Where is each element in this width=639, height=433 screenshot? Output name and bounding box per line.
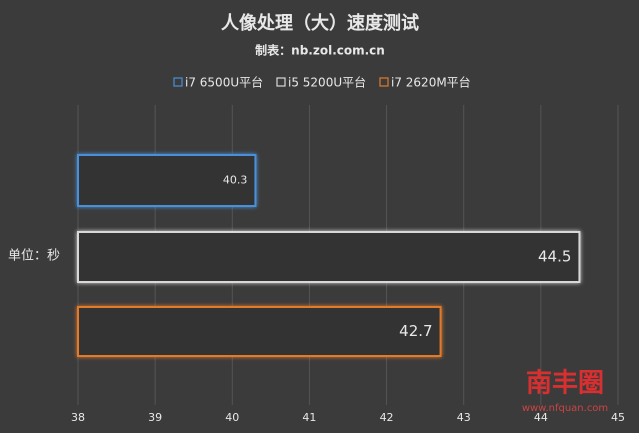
x-tick-label: 44 (534, 411, 548, 424)
value-label: 40.3 (223, 174, 248, 187)
x-tick-label: 43 (457, 411, 471, 424)
legend-label: i5 5200U平台 (288, 75, 366, 90)
legend-marker (173, 77, 183, 87)
bar (77, 154, 257, 207)
value-label: 44.5 (538, 248, 571, 266)
chart-subtitle: 制表：nb.zol.com.cn (255, 43, 385, 58)
y-axis-label: 单位：秒 (8, 249, 60, 264)
x-tick-label: 42 (380, 411, 394, 424)
watermark-url: www.nfquan.com (522, 403, 608, 414)
x-tick-label: 45 (611, 411, 625, 424)
legend-label: i7 6500U平台 (185, 75, 263, 90)
watermark-title: 南丰圈 (526, 369, 604, 399)
x-tick-label: 38 (71, 411, 85, 424)
legend-marker (276, 77, 286, 87)
x-tick-label: 39 (148, 411, 162, 424)
bar (77, 306, 442, 357)
x-tick-label: 40 (225, 411, 239, 424)
bar (77, 231, 581, 283)
value-label: 42.7 (399, 322, 432, 340)
legend-marker (379, 77, 389, 87)
chart-title: 人像处理（大）速度测试 (221, 12, 419, 34)
legend-label: i7 2620M平台 (391, 75, 471, 90)
x-tick-label: 41 (302, 411, 316, 424)
